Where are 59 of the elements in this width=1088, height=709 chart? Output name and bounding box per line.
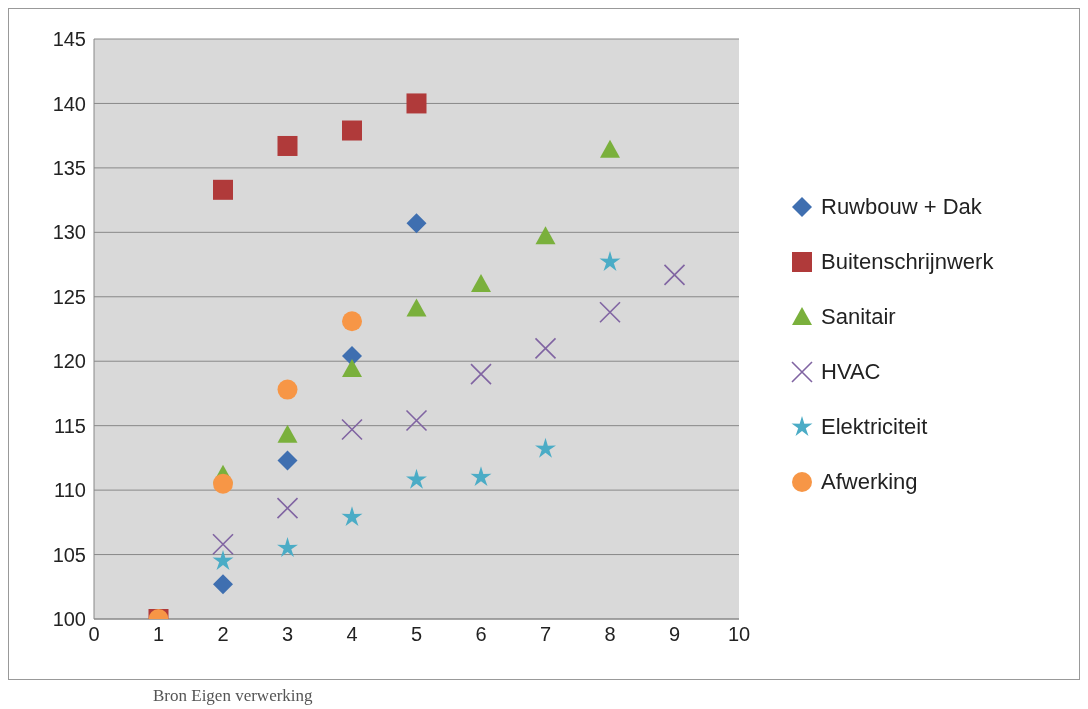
point — [663, 264, 686, 286]
legend-label: Ruwbouw + Dak — [821, 193, 982, 220]
y-tick-label: 130 — [52, 221, 86, 244]
y-tick-label: 135 — [52, 156, 86, 179]
point — [535, 226, 556, 245]
point — [405, 409, 428, 432]
y-tick-label: 120 — [52, 350, 86, 373]
x-tick-label: 1 — [152, 623, 165, 646]
point — [342, 311, 362, 332]
y-tick-label: 115 — [54, 414, 86, 437]
x-tick-label: 3 — [281, 623, 294, 646]
point — [276, 497, 299, 519]
point — [406, 93, 427, 114]
point — [470, 466, 492, 487]
y-tick-label: 125 — [52, 285, 86, 308]
y-tick-label: 140 — [52, 92, 86, 115]
point — [406, 468, 427, 489]
y-tick-label: 105 — [52, 543, 86, 566]
x-tick-label: 2 — [217, 623, 229, 646]
point — [277, 537, 298, 558]
point — [213, 179, 233, 200]
x-tick-label: 5 — [410, 623, 423, 646]
x-tick-label: 7 — [539, 623, 552, 646]
point — [342, 358, 362, 377]
x-tick-label: 0 — [88, 623, 100, 646]
point — [212, 550, 234, 570]
legend-label: Elektriciteit — [821, 413, 928, 440]
point — [600, 139, 620, 158]
point — [341, 418, 363, 441]
point — [471, 273, 491, 292]
text: Bron Eigen verwerking — [153, 686, 314, 706]
point — [213, 574, 233, 595]
point — [277, 424, 298, 443]
point — [599, 250, 621, 271]
point — [341, 506, 363, 527]
point — [534, 337, 557, 360]
point — [277, 135, 298, 156]
x-tick-label: 8 — [604, 623, 616, 646]
point — [342, 120, 362, 141]
x-tick-label: 10 — [727, 623, 751, 646]
y-tick-label: 100 — [52, 608, 86, 631]
x-tick-label: 4 — [346, 623, 358, 646]
point — [212, 533, 234, 556]
x-tick-label: 9 — [668, 623, 681, 646]
legend-label: HVAC — [821, 358, 881, 385]
legend-label: Sanitair — [821, 303, 896, 330]
y-tick-label: 145 — [52, 28, 86, 51]
x-tick-label: 6 — [475, 623, 487, 646]
legend-label: Afwerking — [821, 468, 918, 495]
point — [213, 473, 233, 494]
point — [406, 213, 427, 234]
legend-label: Buitenschrijnwerk — [821, 248, 994, 275]
point — [277, 379, 298, 400]
y-tick-label: 110 — [54, 479, 86, 502]
point — [406, 298, 427, 317]
point — [470, 363, 492, 385]
point — [599, 301, 621, 324]
point — [277, 450, 298, 471]
point — [535, 437, 556, 458]
